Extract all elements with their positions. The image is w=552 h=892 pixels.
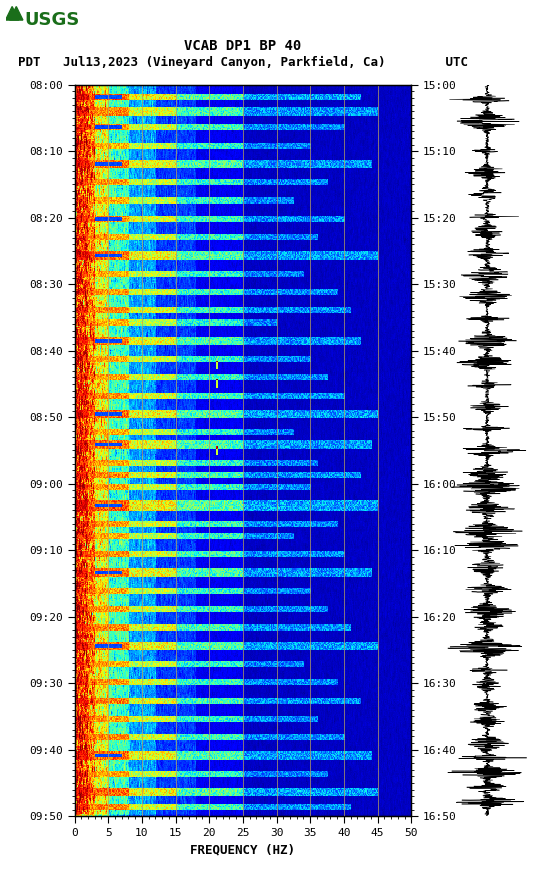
Polygon shape: [6, 6, 19, 21]
X-axis label: FREQUENCY (HZ): FREQUENCY (HZ): [190, 844, 295, 856]
Text: VCAB DP1 BP 40: VCAB DP1 BP 40: [184, 39, 301, 54]
Text: PDT   Jul13,2023 (Vineyard Canyon, Parkfield, Ca)        UTC: PDT Jul13,2023 (Vineyard Canyon, Parkfie…: [18, 56, 468, 69]
Text: USGS: USGS: [24, 11, 80, 29]
Polygon shape: [10, 6, 23, 21]
